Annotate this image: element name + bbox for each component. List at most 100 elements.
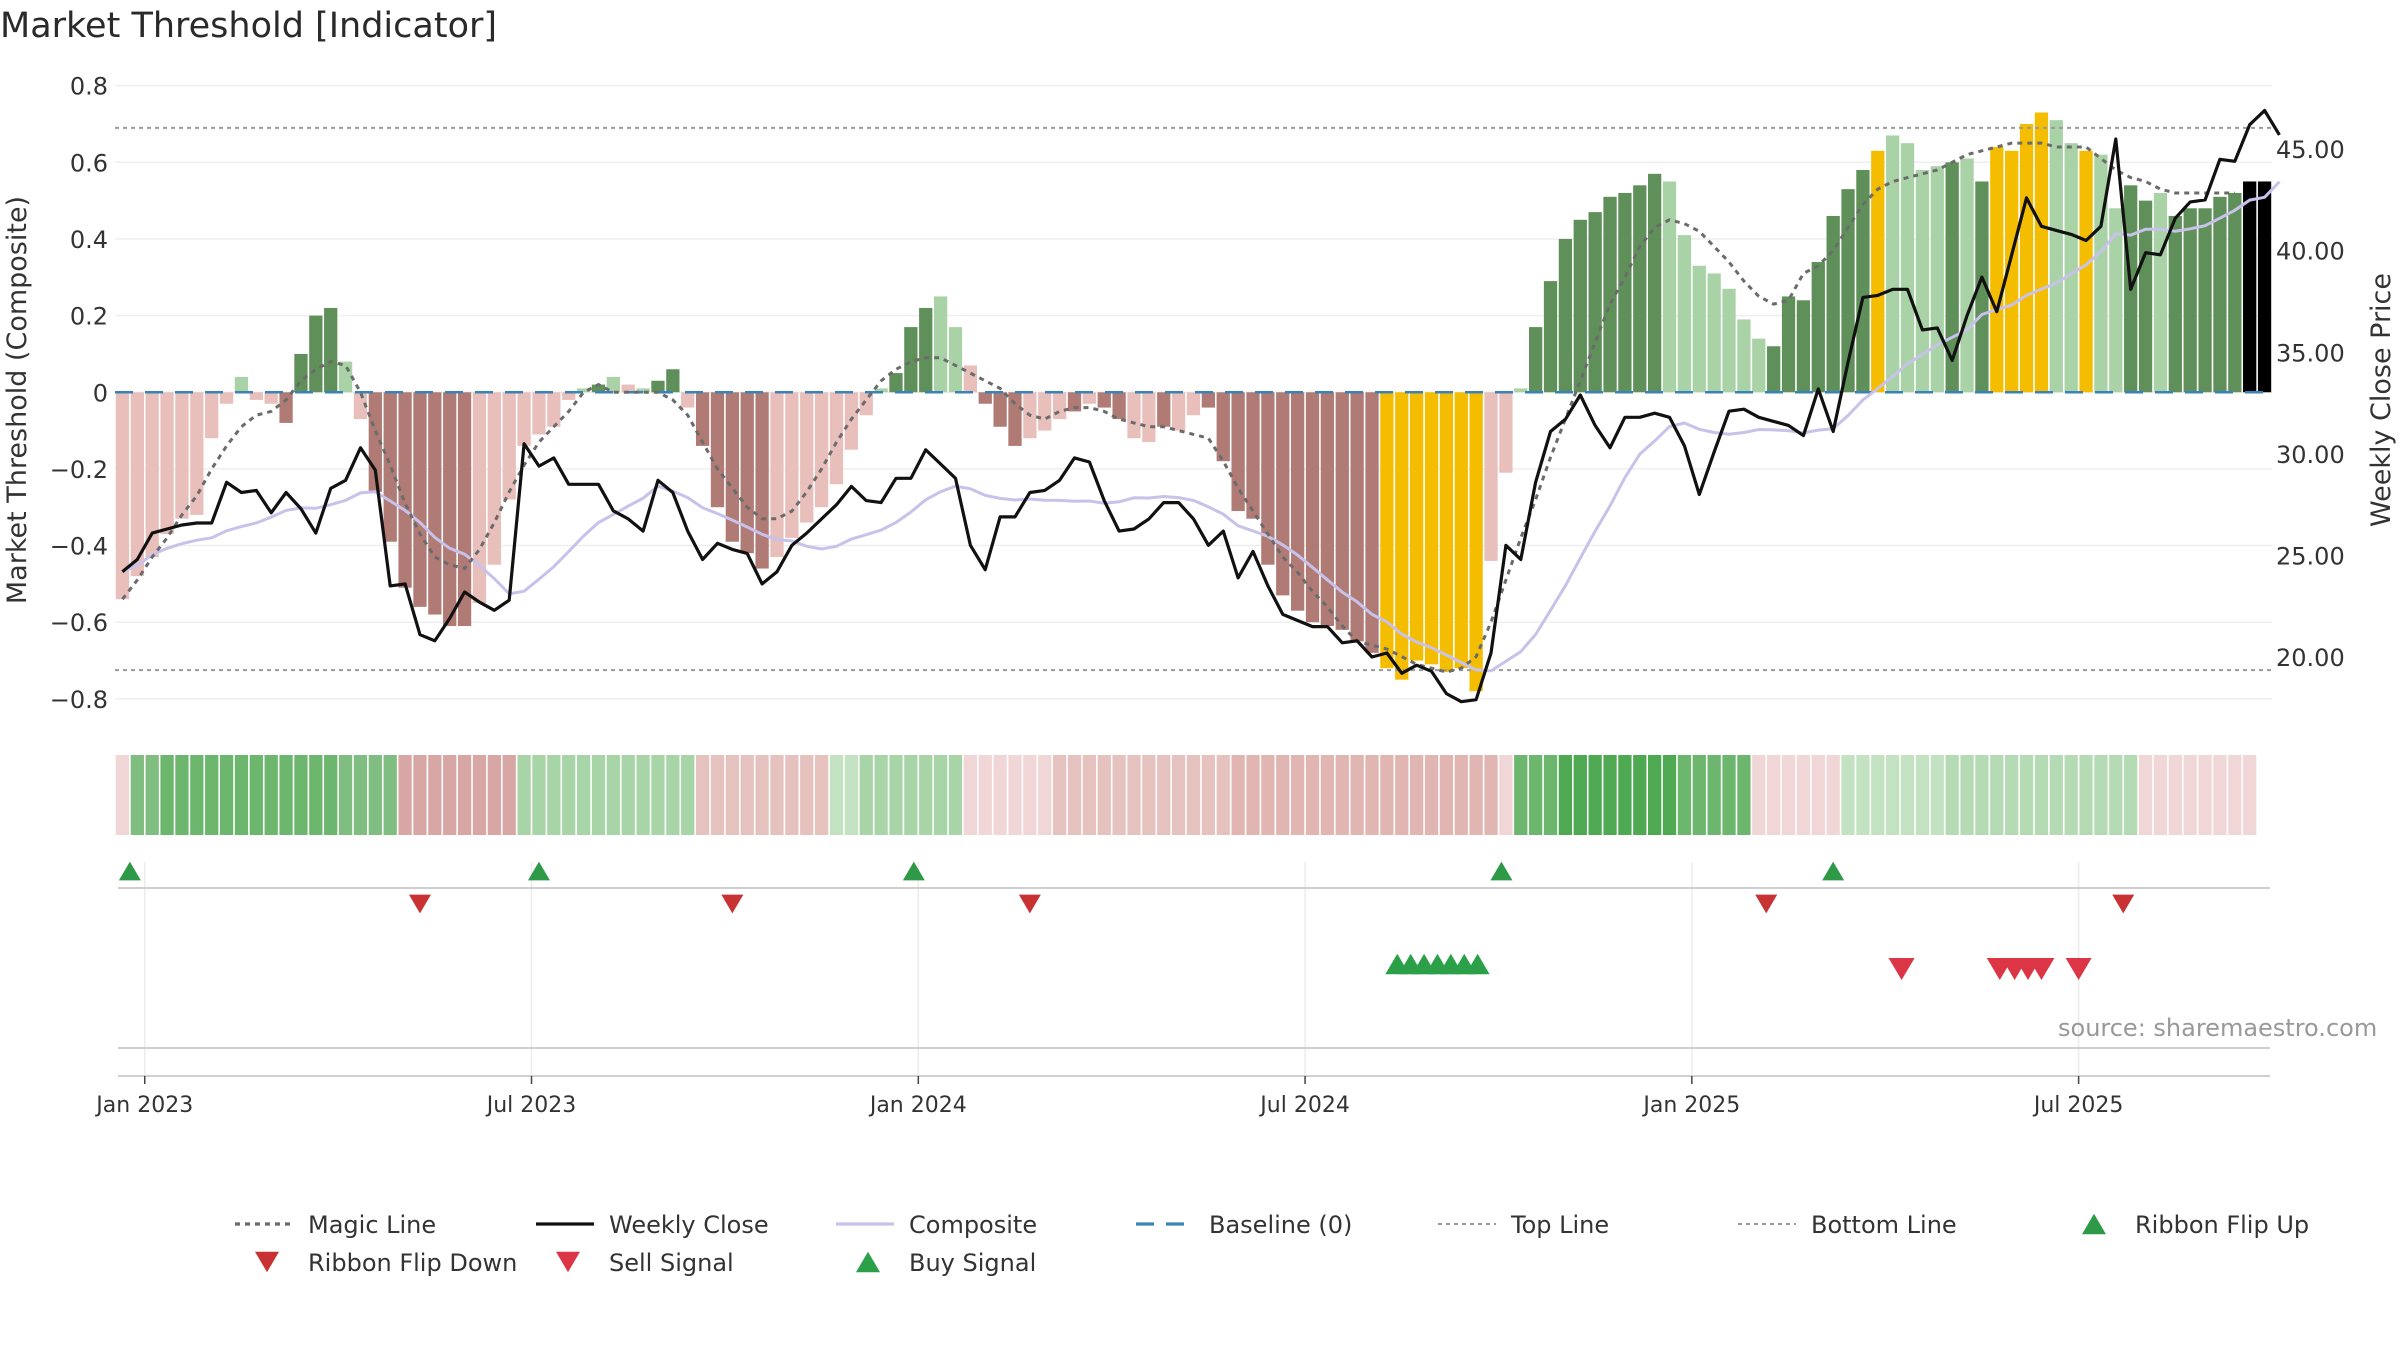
- ribbon-cell: [651, 755, 665, 835]
- composite-bar: [487, 392, 501, 565]
- ribbon-cell: [264, 755, 278, 835]
- composite-bar: [562, 392, 576, 400]
- ribbon-cell: [710, 755, 725, 835]
- composite-bar: [1097, 392, 1111, 408]
- ribbon-cell: [160, 755, 174, 835]
- ribbon-cell: [2109, 755, 2123, 835]
- ribbon-cell: [324, 755, 338, 835]
- ribbon-cell: [636, 755, 650, 835]
- ribbon-cell: [1424, 755, 1439, 835]
- x-tick-label: Jan 2024: [868, 1093, 967, 1118]
- ribbon-cell: [1439, 755, 1454, 835]
- ribbon-cell: [1261, 755, 1275, 835]
- composite-bar: [532, 392, 546, 435]
- composite-bar: [234, 376, 249, 393]
- ribbon-cell: [1603, 755, 1617, 835]
- ribbon-flip-up-marker: [1490, 861, 1513, 881]
- y-tick-right: 45.00: [2276, 136, 2345, 164]
- ribbon-cell: [1484, 755, 1498, 835]
- ribbon-cell: [889, 755, 903, 835]
- legend-marker: [556, 1251, 580, 1273]
- composite-bar: [1514, 388, 1528, 393]
- ribbon-cell: [338, 755, 353, 835]
- ribbon-cell: [1588, 755, 1602, 835]
- ribbon-cell: [532, 755, 546, 835]
- composite-bar: [1320, 392, 1335, 627]
- composite-bar: [1052, 392, 1067, 420]
- ribbon-cell: [2213, 755, 2227, 835]
- ribbon-cell: [428, 755, 442, 835]
- ribbon-cell: [115, 755, 130, 835]
- composite-bar: [621, 384, 635, 393]
- ribbon-cell: [1350, 755, 1364, 835]
- composite-bar: [457, 392, 472, 627]
- ribbon-cell: [1142, 755, 1156, 835]
- y-tick-left: −0.4: [50, 533, 108, 561]
- ribbon-cell: [829, 755, 844, 835]
- ribbon-cell: [1127, 755, 1141, 835]
- composite-bar: [919, 307, 933, 393]
- ribbon-cell: [2228, 755, 2242, 835]
- ribbon-cell: [1201, 755, 1216, 835]
- ribbon-cell: [1514, 755, 1528, 835]
- ribbon-cell: [219, 755, 234, 835]
- sell-signal-marker: [2065, 957, 2092, 981]
- composite-bar: [2213, 196, 2227, 393]
- sell-signal-marker: [2028, 957, 2055, 981]
- ribbon-cell: [1082, 755, 1097, 835]
- composite-bar: [1335, 392, 1349, 630]
- ribbon-cell: [1543, 755, 1558, 835]
- ribbon-cell: [1990, 755, 2004, 835]
- composite-bar: [324, 307, 338, 393]
- composite-bar: [2109, 208, 2123, 393]
- ribbon-cell: [1648, 755, 1662, 835]
- ribbon-flip-up-marker: [902, 861, 925, 881]
- ribbon-cell: [814, 755, 829, 835]
- ribbon-cell: [1692, 755, 1706, 835]
- composite-bar: [175, 392, 189, 519]
- legend-marker: [2082, 1213, 2106, 1235]
- ribbon-cell: [1276, 755, 1290, 835]
- ribbon-cell: [1305, 755, 1320, 835]
- composite-bar: [1424, 392, 1439, 665]
- composite-bar: [279, 392, 293, 423]
- composite-bar: [2198, 208, 2212, 393]
- y-tick-left: 0: [93, 379, 108, 407]
- ribbon-cell: [279, 755, 293, 835]
- composite-bar: [2034, 112, 2049, 393]
- legend-label: Magic Line: [308, 1211, 436, 1239]
- composite-bar: [1603, 196, 1617, 393]
- composite-bar: [576, 388, 591, 393]
- composite-bar: [1157, 392, 1171, 427]
- composite-bar: [1826, 215, 1840, 393]
- ribbon-cell: [800, 755, 814, 835]
- composite-bar: [1395, 392, 1409, 680]
- legend-marker: [856, 1251, 880, 1273]
- ribbon-cell: [1767, 755, 1781, 835]
- ribbon-cell: [1380, 755, 1394, 835]
- composite-bar: [1618, 192, 1632, 393]
- ribbon-cell: [205, 755, 219, 835]
- composite-bar: [1886, 135, 1900, 393]
- ribbon-cell: [1722, 755, 1736, 835]
- ribbon-cell: [606, 755, 620, 835]
- ribbon-cell: [948, 755, 963, 835]
- ribbon-cell: [1365, 755, 1379, 835]
- ribbon-cell: [1395, 755, 1409, 835]
- ribbon-cell: [2198, 755, 2212, 835]
- ribbon-cell: [2094, 755, 2108, 835]
- composite-bar: [205, 392, 219, 439]
- composite-bar: [1261, 392, 1275, 565]
- ribbon-cell: [472, 755, 487, 835]
- ribbon-cell: [2005, 755, 2019, 835]
- composite-bar: [1008, 392, 1022, 446]
- ribbon-cell: [1558, 755, 1573, 835]
- composite-bar: [443, 392, 457, 627]
- ribbon-cell: [249, 755, 263, 835]
- ribbon-cell: [963, 755, 977, 835]
- ribbon-cell: [1454, 755, 1468, 835]
- composite-bar: [1796, 300, 1811, 393]
- ribbon-cell: [309, 755, 323, 835]
- x-tick-label: Jan 2023: [94, 1093, 193, 1118]
